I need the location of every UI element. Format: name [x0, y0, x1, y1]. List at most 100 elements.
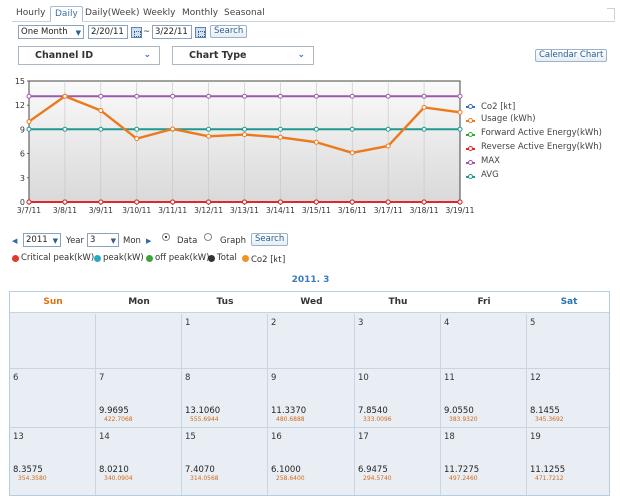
- day-number: 6: [13, 373, 19, 383]
- series-point: [385, 143, 391, 149]
- series-point: [421, 93, 427, 99]
- day-co2-value: 555.6944: [190, 416, 219, 423]
- x-tick-label: 3/19/11: [446, 206, 475, 215]
- year-select[interactable]: 2011 ▼: [23, 233, 61, 247]
- data-radio[interactable]: [162, 233, 170, 241]
- series-point: [26, 93, 32, 99]
- series-point: [277, 126, 283, 132]
- series-point: [170, 93, 176, 99]
- calendar-day-cell[interactable]: 5: [527, 314, 609, 369]
- day-number: 18: [444, 432, 455, 442]
- day-co2-value: 497.2460: [449, 475, 478, 482]
- month-select[interactable]: 3 ▼: [87, 233, 119, 247]
- date-from-field[interactable]: 2/20/11: [88, 25, 128, 39]
- series-point: [349, 150, 355, 156]
- tab-monthly[interactable]: Monthly: [182, 8, 219, 18]
- day-co2-value: 345.3692: [535, 416, 564, 423]
- black-dot-icon: [208, 255, 215, 262]
- day-co2-value: 480.6888: [276, 416, 305, 423]
- tab-daily[interactable]: Daily: [50, 6, 83, 22]
- calendar-day-cell[interactable]: 4: [441, 314, 527, 369]
- day-number: 16: [271, 432, 282, 442]
- calendar-day-cell[interactable]: 18 11.7275 497.2460: [441, 428, 527, 495]
- calendar-day-cell[interactable]: 1: [182, 314, 268, 369]
- graph-radio-label: Graph: [220, 236, 247, 246]
- calendar-day-cell[interactable]: 19 11.1255 471.7212: [527, 428, 609, 495]
- series-point: [170, 199, 176, 205]
- graph-radio[interactable]: [204, 233, 212, 241]
- y-tick-label: 15: [15, 77, 25, 86]
- calendar-day-cell[interactable]: 6: [10, 369, 96, 428]
- day-usage-value: 6.9475: [358, 465, 388, 475]
- day-co2-value: 422.7068: [104, 416, 133, 423]
- date-to-field[interactable]: 3/22/11: [152, 25, 192, 39]
- calendar-day-cell[interactable]: 14 8.0210 340.0904: [96, 428, 182, 495]
- legend-label: Reverse Active Energy(kWh): [481, 142, 602, 152]
- chevron-down-icon: ▼: [75, 29, 81, 37]
- series-point: [421, 126, 427, 132]
- series-point: [242, 126, 247, 132]
- series-point: [457, 199, 463, 205]
- chevron-down-icon: ▼: [52, 237, 58, 245]
- calendar-day-cell[interactable]: 12 8.1455 345.3692: [527, 369, 609, 428]
- day-number: 12: [530, 373, 541, 383]
- series-point: [313, 93, 319, 99]
- day-co2-value: 314.0568: [190, 475, 219, 482]
- calendar-day-cell: [10, 314, 96, 369]
- tab-hourly[interactable]: Hourly: [16, 8, 46, 18]
- series-point: [26, 199, 32, 205]
- x-tick-label: 3/15/11: [302, 206, 331, 215]
- calendar-icon[interactable]: [195, 27, 206, 38]
- series-point: [26, 119, 32, 125]
- calendar-day-cell[interactable]: 8 13.1060 555.6944: [182, 369, 268, 428]
- calendar-day-cell[interactable]: 10 7.8540 333.0096: [355, 369, 441, 428]
- period-select[interactable]: One Month ▼: [18, 25, 84, 39]
- series-point: [349, 126, 355, 132]
- nav-search-button[interactable]: Search: [251, 233, 289, 246]
- series-point: [134, 93, 140, 99]
- red-dot-icon: [12, 255, 19, 262]
- day-co2-value: 340.0904: [104, 475, 133, 482]
- tab-seasonal[interactable]: Seasonal: [224, 8, 265, 18]
- search-button[interactable]: Search: [210, 25, 248, 38]
- next-arrow-icon[interactable]: ▶: [146, 237, 152, 245]
- calendar-day-cell[interactable]: 7 9.9695 422.7068: [96, 369, 182, 428]
- calendar-day-cell[interactable]: 16 6.1000 258.6400: [268, 428, 355, 495]
- x-tick-label: 3/10/11: [122, 206, 151, 215]
- day-co2-value: 354.3580: [18, 475, 47, 482]
- calendar-day-cell[interactable]: 13 8.3575 354.3580: [10, 428, 96, 495]
- calendar-day-cell[interactable]: 3: [355, 314, 441, 369]
- tab-strip-end: [607, 8, 615, 20]
- calendar-day-cell[interactable]: 17 6.9475 294.5740: [355, 428, 441, 495]
- series-point: [98, 108, 104, 114]
- period-tabs: Hourly Daily Daily(Week) Weekly Monthly …: [12, 6, 615, 22]
- calendar-chart-button[interactable]: Calendar Chart: [535, 49, 608, 62]
- series-point: [242, 93, 247, 99]
- channel-id-select[interactable]: Channel ID ⌄: [18, 46, 160, 65]
- weekday-header: Sat: [527, 292, 609, 313]
- series-point: [26, 126, 32, 132]
- series-point: [206, 93, 212, 99]
- series-point: [98, 93, 104, 99]
- weekday-header: Thu: [355, 292, 441, 313]
- tab-weekly[interactable]: Weekly: [143, 8, 176, 18]
- series-point: [385, 126, 391, 132]
- prev-arrow-icon[interactable]: ◀: [12, 237, 18, 245]
- calendar-icon[interactable]: [131, 27, 142, 38]
- series-point: [134, 199, 140, 205]
- tab-daily-week[interactable]: Daily(Week): [85, 8, 140, 18]
- calendar-day-cell[interactable]: 11 9.0550 383.9320: [441, 369, 527, 428]
- chart-type-label: Chart Type: [189, 50, 247, 61]
- series-point: [206, 126, 212, 132]
- calendar-day-cell[interactable]: 2: [268, 314, 355, 369]
- series-point: [421, 199, 427, 205]
- day-co2-value: 471.7212: [535, 475, 564, 482]
- day-usage-value: 7.8540: [358, 406, 388, 416]
- calendar-day-cell[interactable]: 9 11.3370 480.6888: [268, 369, 355, 428]
- series-point: [206, 133, 212, 139]
- series-point: [134, 136, 140, 142]
- usage-line-chart: 0 3 6 9 12 15 3/7/11 3/8/11 3/9/11 3/10/11 3/11/11…: [15, 77, 475, 215]
- calendar-day-cell[interactable]: 15 7.4070 314.0568: [182, 428, 268, 495]
- chart-type-select[interactable]: Chart Type ⌄: [172, 46, 314, 65]
- day-number: 13: [13, 432, 24, 442]
